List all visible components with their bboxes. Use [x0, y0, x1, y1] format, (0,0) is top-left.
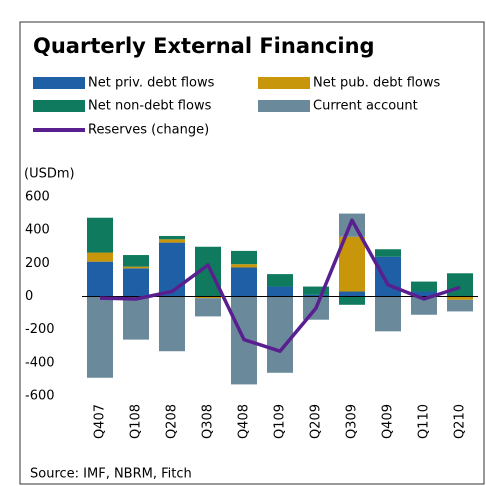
bar — [159, 242, 185, 297]
chart-title: Quarterly External Financing — [33, 34, 375, 58]
y-tick-label: -600 — [25, 389, 55, 404]
y-tick-label: 600 — [25, 190, 50, 205]
bar — [375, 296, 401, 332]
legend-swatch — [33, 77, 85, 89]
bar — [195, 298, 221, 317]
line — [99, 218, 461, 353]
bar — [159, 239, 185, 243]
bar — [267, 296, 293, 373]
x-tick-label: Q109 — [273, 404, 288, 439]
bar — [303, 286, 329, 295]
bar — [339, 296, 365, 305]
bar — [447, 273, 473, 297]
x-tick-label: Q408 — [237, 404, 252, 439]
source: Source: IMF, NBRM, Fitch — [30, 467, 192, 482]
bar — [87, 217, 113, 253]
y-axis-label: (USDm) — [24, 167, 75, 182]
x-tick-label: Q208 — [165, 404, 180, 439]
x-tick-label: Q309 — [345, 404, 360, 439]
bar — [159, 296, 185, 352]
bar — [231, 267, 257, 297]
bar — [447, 299, 473, 312]
bar — [123, 266, 149, 269]
legend-label: Net priv. debt flows — [88, 76, 215, 91]
x-tick-label: Q308 — [201, 404, 216, 439]
bar — [195, 296, 221, 299]
bar — [303, 294, 329, 297]
bar — [267, 274, 293, 287]
bar — [123, 296, 149, 340]
bar — [231, 250, 257, 265]
x-tick-label: Q108 — [129, 404, 144, 439]
x-tick-label: Q407 — [93, 404, 108, 439]
bar — [123, 268, 149, 297]
bar — [87, 261, 113, 297]
bar — [411, 291, 437, 297]
legend-swatch — [258, 100, 310, 112]
bar — [411, 296, 437, 315]
y-tick-label: 0 — [25, 289, 33, 304]
bar — [87, 252, 113, 262]
y-tick-label: 400 — [25, 223, 50, 238]
bar — [87, 296, 113, 378]
legend-label: Current account — [313, 99, 418, 114]
y-tick-label: -400 — [25, 355, 55, 370]
bar — [267, 286, 293, 297]
x-tick-label: Q209 — [309, 404, 324, 439]
y-tick-label: -200 — [25, 322, 55, 337]
legend-swatch — [258, 77, 310, 89]
x-tick-label: Q409 — [381, 404, 396, 439]
bar — [231, 264, 257, 268]
bar — [411, 281, 437, 292]
x-tick-label: Q110 — [417, 404, 432, 439]
bar — [447, 296, 473, 300]
x-tick-label: Q210 — [453, 404, 468, 439]
bar — [123, 255, 149, 267]
bar — [159, 235, 185, 240]
legend-label: Reserves (change) — [88, 123, 209, 138]
legend-swatch — [33, 100, 85, 112]
bar — [339, 291, 365, 297]
bar — [375, 256, 401, 297]
legend-label: Net non-debt flows — [88, 99, 212, 114]
legend-label: Net pub. debt flows — [313, 76, 440, 91]
bar — [375, 249, 401, 257]
y-tick-label: 200 — [25, 256, 50, 271]
